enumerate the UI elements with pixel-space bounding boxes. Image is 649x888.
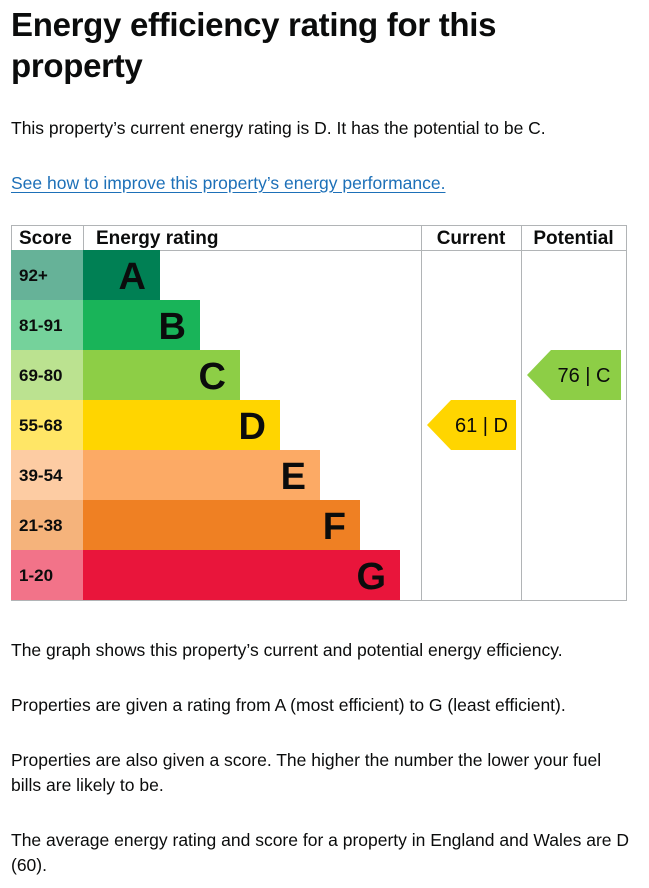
intro-text: This property’s current energy rating is… [11, 118, 546, 138]
page-title: Energy efficiency rating for this proper… [11, 6, 497, 84]
column-header-energy-rating: Energy rating [96, 228, 218, 249]
score-cell-e [11, 450, 83, 500]
rating-bar-d [83, 400, 280, 450]
score-cell-d [11, 400, 83, 450]
rating-letter-a: A [119, 256, 146, 298]
rating-letter-g: G [356, 556, 386, 598]
rating-letter-d: D [239, 406, 266, 448]
score-label-g: 1-20 [19, 566, 53, 585]
score-cell-c [11, 350, 83, 400]
rating-explanation-text: Properties are given a rating from A (mo… [11, 695, 566, 715]
rating-bar-f [83, 500, 360, 550]
rating-letter-b: B [159, 306, 186, 348]
rating-bar-e [83, 450, 320, 500]
rating-bar-c [83, 350, 240, 400]
current-rating-arrow [427, 400, 516, 450]
score-explanation-text: Properties are also given a score. The h… [11, 750, 602, 795]
rating-letter-f: F [323, 506, 346, 548]
average-rating-text: The average energy rating and score for … [11, 830, 630, 875]
score-label-b: 81-91 [19, 316, 62, 335]
rating-letter-e: E [281, 456, 306, 498]
score-label-c: 69-80 [19, 366, 62, 385]
score-label-a: 92+ [19, 266, 48, 285]
column-header-current: Current [437, 228, 506, 249]
score-cell-g [11, 550, 83, 600]
rating-letter-c: C [199, 356, 226, 398]
energy-rating-chart: Score Energy rating Current Potential 92+ A 81… [11, 225, 627, 601]
score-label-e: 39-54 [19, 466, 63, 485]
improve-performance-link[interactable]: See how to improve this property’s energ… [11, 173, 446, 193]
potential-rating-arrow [527, 350, 621, 400]
score-cell-b [11, 300, 83, 350]
current-rating-label: 61 | D [455, 415, 508, 437]
graph-explanation-text: The graph shows this property’s current … [11, 640, 563, 660]
column-header-score: Score [19, 228, 72, 249]
rating-bar-a [83, 250, 160, 300]
potential-rating-label: 76 | C [558, 365, 611, 387]
score-label-d: 55-68 [19, 416, 62, 435]
rating-bar-g [83, 550, 400, 600]
rating-bar-b [83, 300, 200, 350]
column-header-potential: Potential [533, 228, 613, 249]
score-cell-a [11, 250, 83, 300]
score-cell-f [11, 500, 83, 550]
score-label-f: 21-38 [19, 516, 62, 535]
